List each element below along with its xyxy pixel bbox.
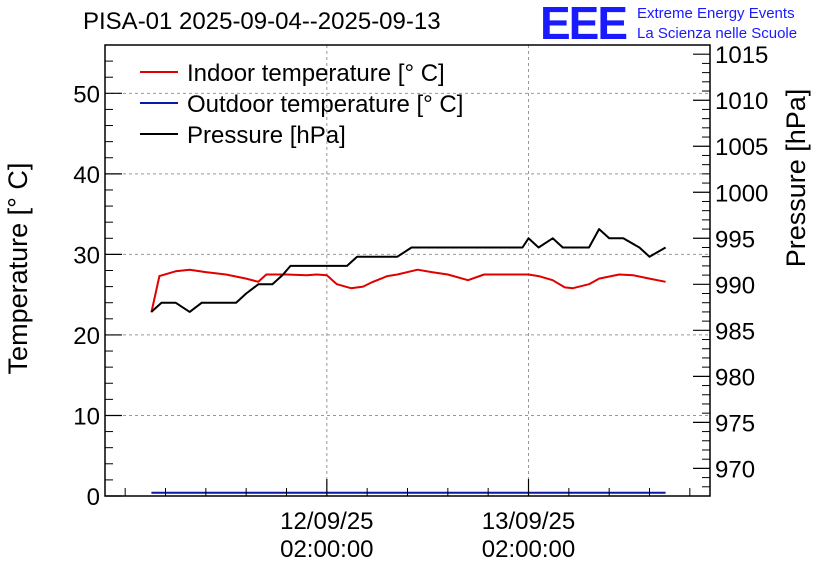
y-left-tick-label: 0 (87, 484, 100, 511)
grid-lines (105, 45, 710, 496)
logo-mark: EEE (540, 0, 628, 49)
y-right-tick-label: 970 (715, 456, 755, 483)
series-line-3 (150, 228, 667, 313)
x-tick-label-time: 02:00:00 (482, 536, 575, 563)
y-right-tick-label: 1015 (715, 42, 768, 69)
y-right-tick-label: 975 (715, 410, 755, 437)
chart-title: PISA-01 2025-09-04--2025-09-13 (83, 8, 441, 35)
legend-label-2: Outdoor temperature [° C] (187, 91, 463, 118)
legend-label-1: Indoor temperature [° C] (187, 60, 445, 87)
y-left-tick-label: 10 (73, 403, 100, 430)
logo-line-2: La Scienza nelle Scuole (637, 25, 798, 42)
y-axis-label-left: Temperature [° C] (3, 163, 33, 375)
y-right-tick-label: 1010 (715, 88, 768, 115)
y-right-tick-label: 990 (715, 272, 755, 299)
y-right-tick-label: 980 (715, 364, 755, 391)
y-left-tick-label: 50 (73, 81, 100, 108)
y-right-tick-label: 985 (715, 318, 755, 345)
series-line-1 (150, 268, 666, 313)
y-left-tick-label: 30 (73, 242, 100, 269)
y-right-tick-label: 1005 (715, 134, 768, 161)
axes: 0 10 20 30 40 50 970 975 980 985 990 995 1000 1005 101… (73, 42, 768, 563)
x-tick-label-time: 02:00:00 (280, 536, 373, 563)
x-tick-label-date: 12/09/25 (280, 508, 373, 535)
logo-line-1: Extreme Energy Events (637, 5, 795, 22)
y-axis-label-right: Pressure [hPa] (781, 89, 811, 268)
legend: Indoor temperature [° C] Outdoor temperat… (140, 60, 463, 149)
y-left-tick-label: 20 (73, 323, 100, 350)
y-right-tick-label: 1000 (715, 180, 768, 207)
legend-label-3: Pressure [hPa] (187, 122, 346, 149)
y-right-tick-label: 995 (715, 226, 755, 253)
x-tick-label-date: 13/09/25 (482, 508, 575, 535)
series-layer (150, 228, 667, 494)
y-left-tick-label: 40 (73, 162, 100, 189)
